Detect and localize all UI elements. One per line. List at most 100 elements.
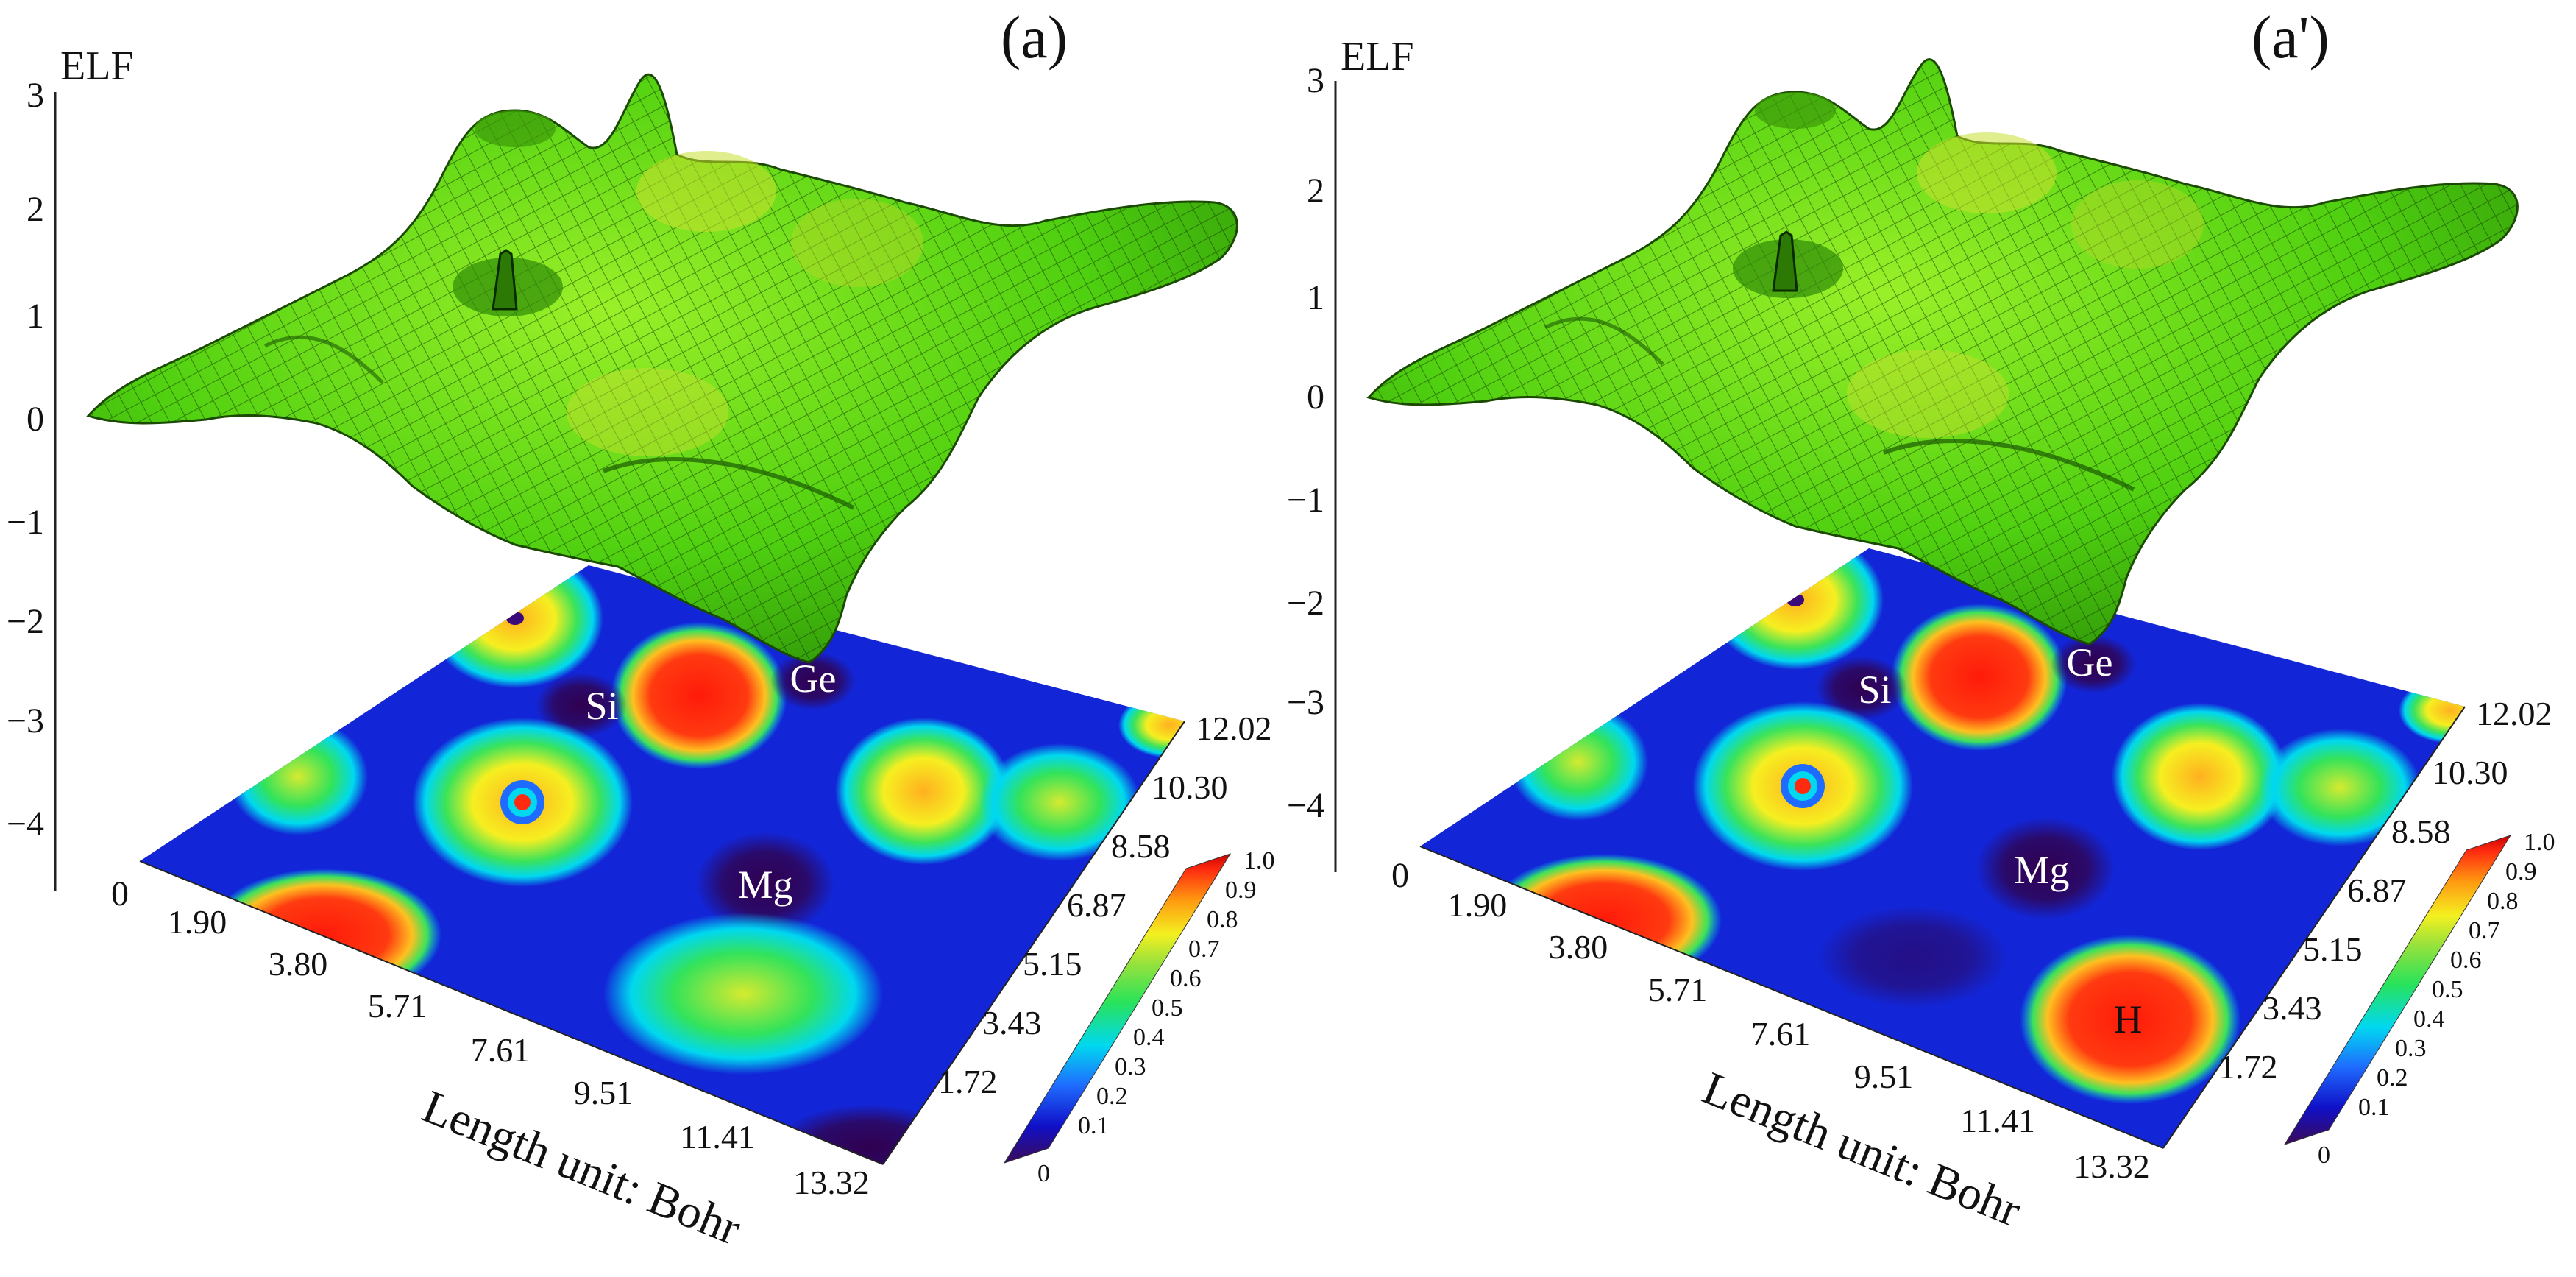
- colorbar-tick: 0.4: [1133, 1024, 1165, 1051]
- surface-mesh: [1369, 59, 2518, 645]
- z-tick: −2: [1287, 584, 1324, 623]
- y-tick: 10.30: [2432, 754, 2508, 791]
- colorbar-tick: 0.6: [2450, 947, 2482, 974]
- atom-label-ge: Ge: [790, 657, 837, 701]
- colorbar-tick: 0.8: [1207, 906, 1238, 933]
- elf-basin-low: [1817, 905, 2009, 1008]
- colorbar-tick: 0.7: [1188, 935, 1220, 963]
- z-tick: −3: [1287, 683, 1324, 722]
- surface-peak: [1917, 132, 2057, 213]
- x-tick: 7.61: [471, 1031, 531, 1069]
- y-axis-line: [882, 721, 1185, 1165]
- elf-h-basin: [2020, 935, 2240, 1104]
- elf-bond-si-ge: [611, 622, 787, 769]
- colorbar-tick: 0: [1037, 1160, 1050, 1187]
- z-axis-title: ELF: [1341, 34, 1414, 79]
- elf-floor-map: Si Ge Mg H: [1420, 548, 2465, 1148]
- atom-label-mg: Mg: [2014, 848, 2069, 892]
- elf-mg-core: [1976, 817, 2115, 920]
- elf-basin-core: [1786, 593, 1804, 606]
- y-tick: 3.43: [2263, 989, 2322, 1027]
- x-tick: 3.80: [1549, 928, 1608, 966]
- z-tick: −4: [1287, 786, 1324, 825]
- surface-hump: [1755, 92, 1836, 129]
- surface-spike: [492, 249, 518, 311]
- z-tick: −2: [7, 602, 44, 641]
- y-axis-ticks: 12.02 10.30 8.58 6.87 5.15 3.43 1.72: [938, 710, 1272, 1100]
- surface-mesh: [88, 74, 1238, 662]
- x-tick: 9.51: [574, 1074, 634, 1111]
- z-tick: −4: [7, 804, 44, 843]
- z-tick: 3: [26, 76, 44, 115]
- atom-label-ge: Ge: [2067, 640, 2113, 685]
- elf-basin-left: [1486, 854, 1722, 986]
- colorbar-tick: 0: [2318, 1142, 2330, 1169]
- elf-basin-right: [835, 718, 1012, 865]
- z-tick: −1: [1287, 481, 1324, 520]
- surface-ridge: [602, 457, 855, 510]
- elf-mg-core: [695, 832, 835, 935]
- surface-peak: [2071, 180, 2204, 269]
- axis-origin: 0: [1391, 856, 1409, 895]
- y-tick: 1.72: [2218, 1048, 2278, 1086]
- surface-peak: [1847, 350, 2009, 438]
- panel-label: (a'): [2252, 4, 2330, 71]
- z-tick: 1: [26, 297, 44, 336]
- colorbar-tick: 0.5: [2432, 976, 2463, 1003]
- surface-spike: [1772, 230, 1798, 292]
- y-axis-ticks: 12.02 10.30 8.58 6.87 5.15 3.43 1.72: [2218, 695, 2552, 1086]
- x-axis-line: [1419, 846, 2164, 1149]
- panel-a-svg: 3 2 1 0 −1 −2 −3 −4 0 ELF (a): [7, 4, 1275, 1255]
- y-tick: 5.15: [1023, 945, 1082, 983]
- x-tick: 1.90: [168, 903, 227, 941]
- elf-si-core: [536, 673, 627, 737]
- x-axis-line: [139, 860, 884, 1165]
- colorbar-tick: 1.0: [2524, 829, 2555, 856]
- surface-peak: [636, 151, 776, 232]
- x-axis-ticks: 1.90 3.80 5.71 7.61 9.51 11.41 13.32: [1448, 886, 2150, 1185]
- elf-surface: [86, 73, 1238, 664]
- elf-basin-green: [228, 718, 368, 835]
- y-tick: 3.43: [982, 1004, 1042, 1041]
- x-tick: 1.90: [1448, 886, 1508, 924]
- colorbar-tick: 0.1: [2358, 1094, 2390, 1121]
- surface-ridge: [1882, 439, 2135, 492]
- y-tick: 12.02: [1196, 710, 1272, 747]
- x-tick: 7.61: [1751, 1015, 1811, 1053]
- colorbar-tick: 0.3: [2395, 1035, 2427, 1062]
- x-tick: 5.71: [1648, 971, 1708, 1008]
- colorbar-tick: 0.4: [2413, 1005, 2445, 1033]
- z-tick: −3: [7, 701, 44, 740]
- x-tick: 11.41: [1960, 1102, 2035, 1139]
- colorbar-tick: 0.1: [1078, 1112, 1110, 1139]
- x-tick: 3.80: [269, 945, 328, 983]
- panel-label: (a): [1001, 4, 1068, 71]
- elf-surface: [1366, 58, 2519, 645]
- x-tick: 13.32: [2073, 1147, 2150, 1185]
- colorbar-strip: [1003, 853, 1232, 1164]
- y-axis-line: [2162, 706, 2466, 1149]
- colorbar-tick: 0.9: [1225, 877, 1257, 904]
- z-axis-title: ELF: [60, 43, 134, 89]
- colorbar: 1.0 0.9 0.8 0.7 0.6 0.5 0.4 0.3 0.2 0.1 …: [2283, 829, 2555, 1169]
- x-tick: 5.71: [368, 987, 427, 1025]
- x-tick: 13.32: [793, 1164, 870, 1201]
- y-tick: 1.72: [938, 1063, 998, 1100]
- elf-ring-center: [1795, 778, 1811, 794]
- elf-basin-bottom: [603, 913, 883, 1075]
- z-axis-ticks: 3 2 1 0 −1 −2 −3 −4 0: [1287, 61, 1409, 895]
- elf-basin-right: [2112, 703, 2288, 850]
- colorbar-strip: [2283, 835, 2512, 1145]
- elf-basin-core: [506, 612, 524, 625]
- panel-a-prime: 3 2 1 0 −1 −2 −3 −4 0 ELF (a'): [1280, 0, 2568, 1277]
- elf-ge-core: [770, 651, 856, 710]
- z-tick: −1: [7, 503, 44, 542]
- z-tick: 1: [1307, 278, 1324, 317]
- colorbar-tick: 0.9: [2505, 858, 2537, 885]
- z-tick: 2: [26, 190, 44, 229]
- z-tick: 3: [1307, 61, 1324, 100]
- floor-base: [140, 565, 1185, 1164]
- atom-label-si: Si: [585, 684, 618, 728]
- colorbar-tick: 0.2: [2377, 1064, 2408, 1092]
- elf-basin-edge: [979, 743, 1140, 861]
